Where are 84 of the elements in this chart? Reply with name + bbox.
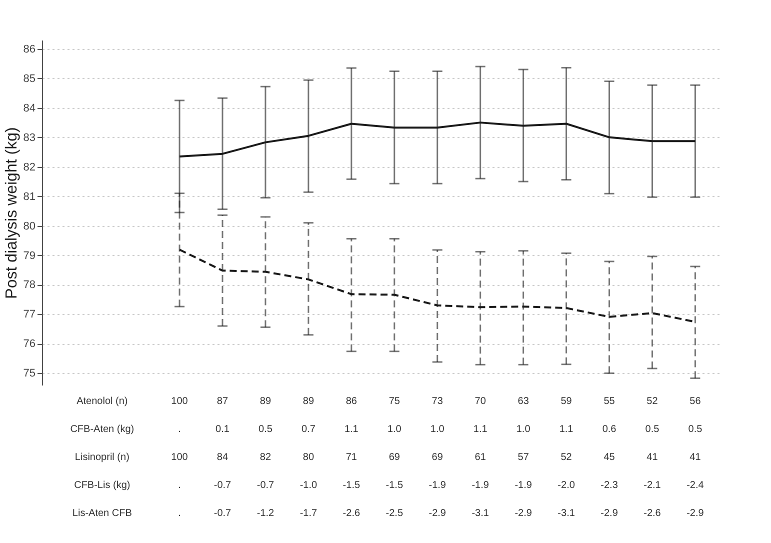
text: 1.1	[344, 424, 359, 435]
text: CFB-Lis (kg)	[74, 480, 130, 491]
text: -2.4	[686, 480, 704, 491]
y-tick-label: 82	[23, 161, 36, 174]
text: -1.5	[342, 480, 360, 491]
text: -1.5	[386, 480, 404, 491]
text: 86	[346, 396, 358, 407]
text: -3.1	[472, 508, 490, 519]
text: -2.6	[644, 508, 662, 519]
text: -2.9	[686, 508, 704, 519]
text: 75	[388, 396, 400, 407]
text: 59	[560, 396, 572, 407]
y-tick-label: 78	[23, 279, 36, 292]
text: .	[178, 508, 181, 519]
text: 87	[216, 396, 228, 407]
text: Atenolol (n)	[76, 396, 128, 407]
text: 0.1	[216, 424, 230, 435]
text: 71	[346, 452, 358, 463]
text: -2.0	[558, 480, 576, 491]
text: -2.9	[600, 508, 618, 519]
text: -2.5	[386, 508, 404, 519]
text: 1.0	[387, 424, 402, 435]
text: 41	[690, 452, 702, 463]
text: 100	[171, 452, 188, 463]
text: 1.1	[473, 424, 488, 435]
text: 89	[302, 396, 314, 407]
y-tick-label: 77	[23, 308, 36, 321]
text: -1.7	[300, 508, 318, 519]
text: -0.7	[214, 508, 232, 519]
y-tick-label: 81	[23, 190, 36, 203]
y-tick-label: 80	[23, 220, 36, 232]
text: 82	[260, 452, 272, 463]
text: 0.5	[645, 424, 660, 435]
text: 55	[604, 396, 616, 407]
text: -3.1	[558, 508, 576, 519]
text: -1.2	[256, 508, 275, 519]
text: 0.5	[688, 424, 703, 435]
text: -1.9	[428, 480, 446, 491]
text: 1.0	[430, 424, 445, 435]
text: 0.7	[301, 424, 316, 435]
text: 41	[646, 452, 658, 463]
text: 63	[518, 396, 530, 407]
text: -0.7	[214, 480, 232, 491]
y-axis-title: Post dialysis weight (kg)	[3, 127, 20, 299]
y-tick-label: 83	[23, 132, 36, 144]
text: -1.0	[300, 480, 318, 491]
text: 52	[560, 452, 572, 463]
y-tick-label: 75	[23, 368, 36, 380]
text: 57	[518, 452, 530, 463]
text: -2.3	[600, 480, 618, 491]
text: 73	[432, 396, 444, 407]
text: Lis-Aten CFB	[72, 508, 132, 519]
text: -1.9	[514, 480, 532, 491]
text: -2.6	[342, 508, 360, 519]
text: 56	[690, 396, 702, 407]
y-tick-label: 79	[23, 250, 36, 262]
text: -2.9	[428, 508, 446, 519]
text: 70	[474, 396, 486, 407]
text: -1.9	[472, 480, 490, 491]
text: 52	[646, 396, 658, 407]
text: .	[178, 424, 181, 435]
text: 80	[302, 452, 314, 463]
y-tick-label: 85	[23, 72, 36, 85]
text: -0.7	[256, 480, 275, 491]
y-tick-label: 76	[23, 338, 36, 350]
text: 69	[432, 452, 444, 463]
text: 100	[171, 396, 188, 407]
text: 61	[474, 452, 486, 463]
y-tick-label: 84	[23, 102, 36, 114]
text: Lisinopril (n)	[74, 452, 130, 463]
text: 45	[604, 452, 616, 463]
text: 84	[216, 452, 228, 463]
text: 0.5	[258, 424, 273, 435]
text: CFB-Aten (kg)	[70, 424, 134, 435]
line-series	[178, 122, 696, 158]
text: -2.1	[644, 480, 662, 491]
text: .	[178, 480, 181, 491]
y-tick-label: 86	[23, 43, 36, 56]
text: 1.0	[516, 424, 531, 435]
text: 1.1	[559, 424, 574, 435]
text: -2.9	[514, 508, 532, 519]
text: 69	[388, 452, 400, 463]
text: 0.6	[602, 424, 617, 435]
text: 89	[260, 396, 272, 407]
